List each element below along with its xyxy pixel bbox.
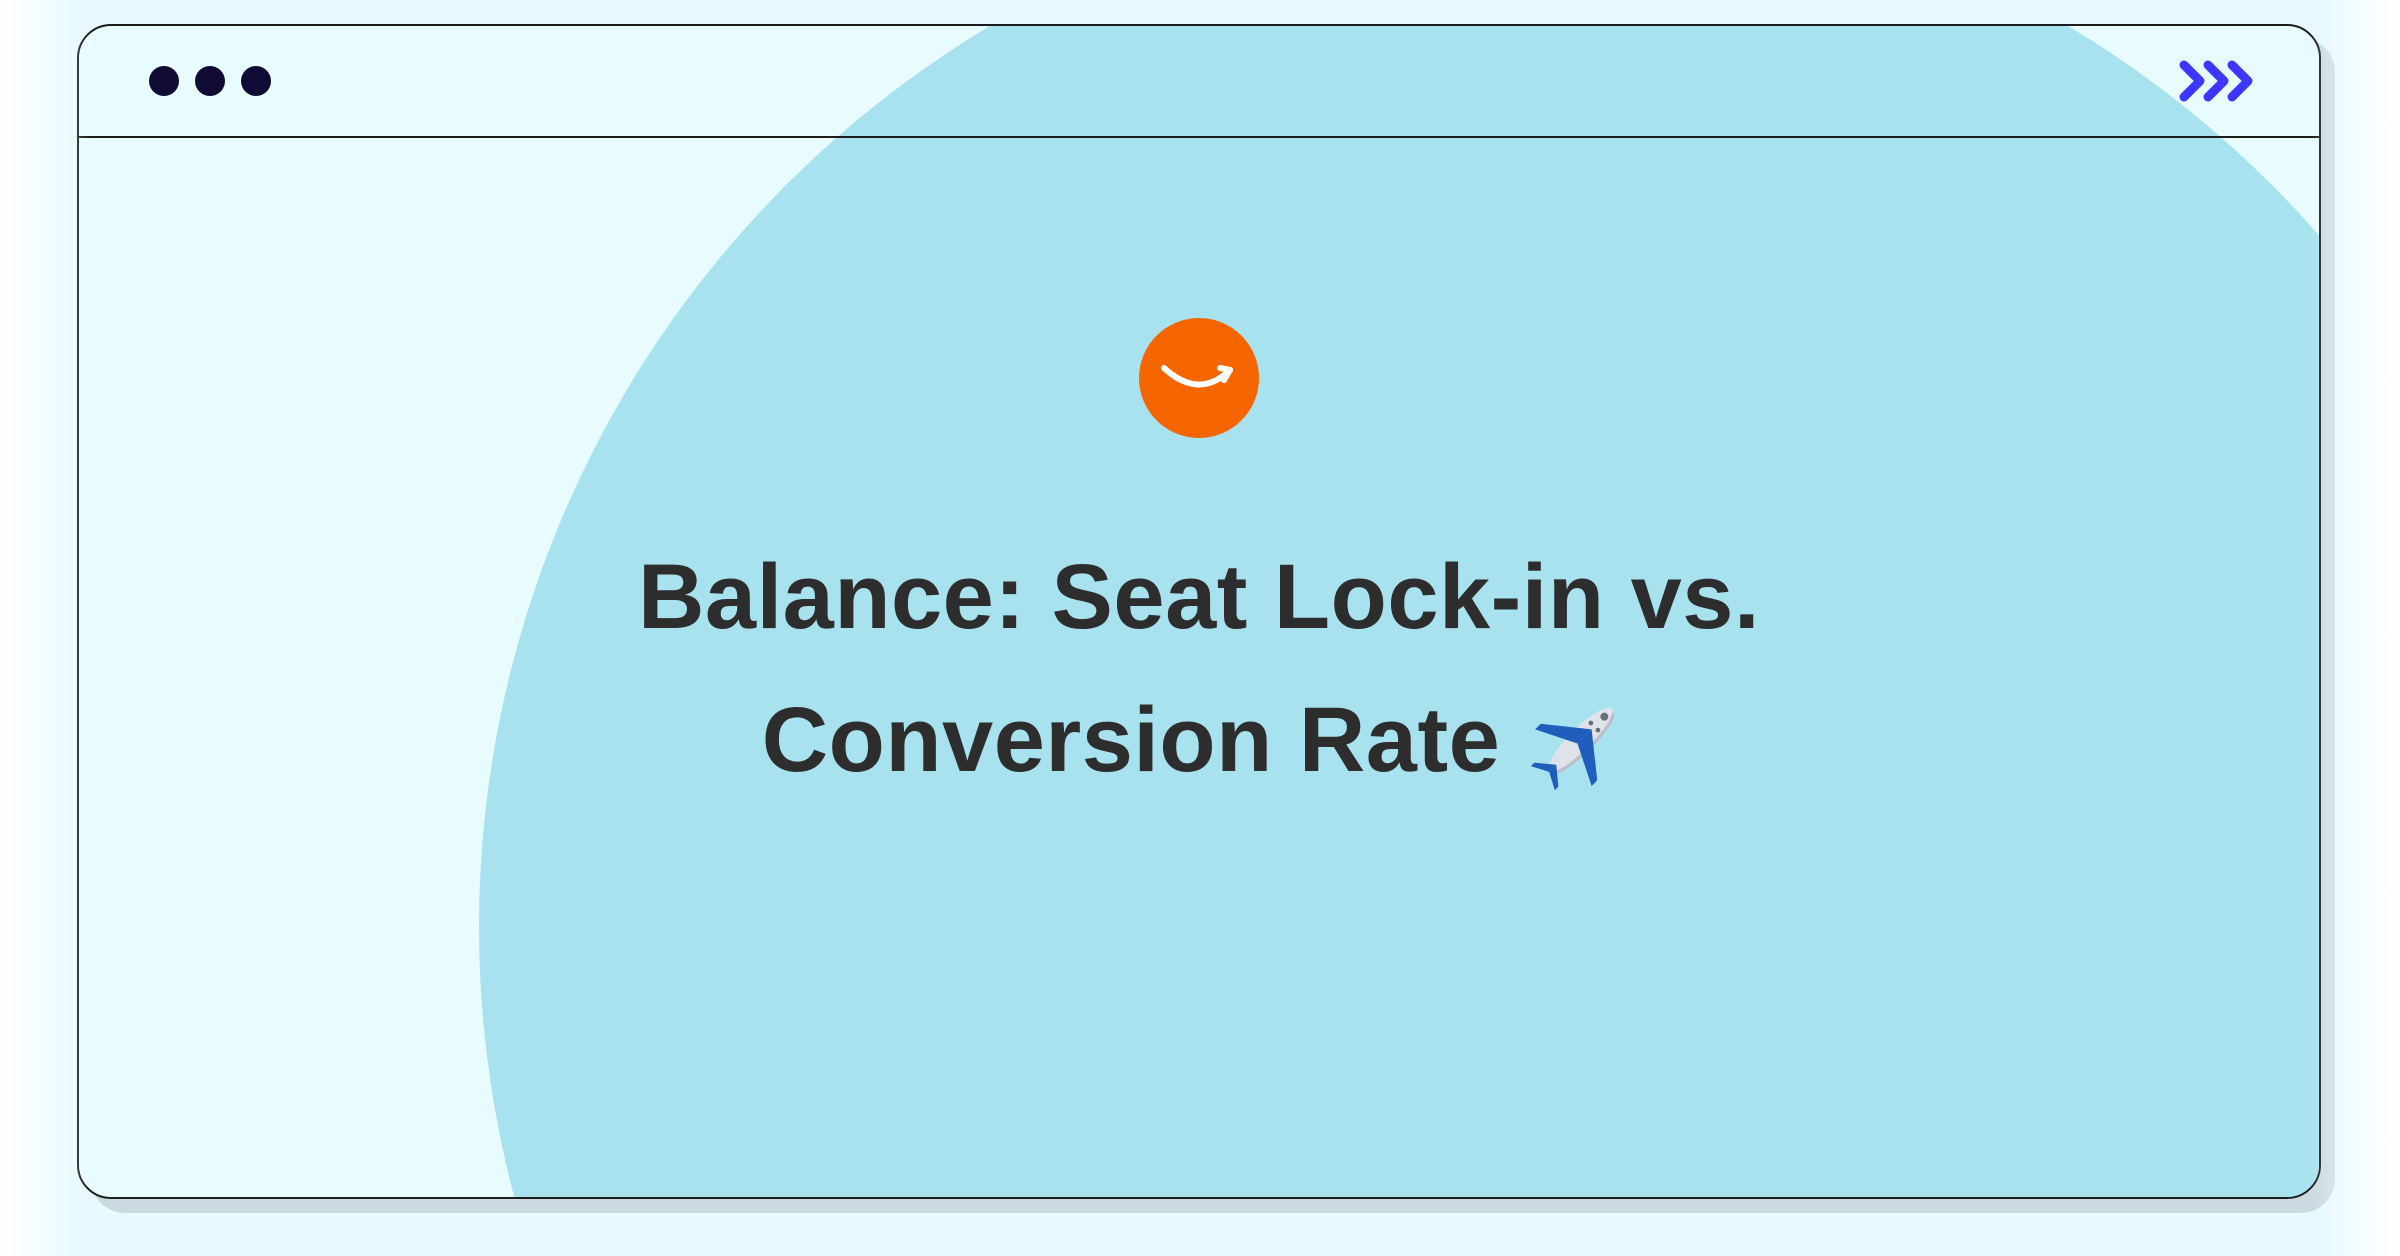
window-dot (241, 66, 271, 96)
window-dot (149, 66, 179, 96)
window-dot (195, 66, 225, 96)
headline-line-1: Balance: Seat Lock-in vs. (638, 526, 1760, 669)
browser-card: Balance: Seat Lock-in vs. Conversion Rat… (77, 24, 2321, 1199)
smile-arrow-icon (1158, 358, 1240, 398)
window-dots (149, 66, 271, 96)
logo-badge (1139, 318, 1259, 438)
headline-line-2: Conversion Rate (762, 669, 1501, 812)
headline: Balance: Seat Lock-in vs. Conversion Rat… (638, 526, 1760, 811)
airplane-icon (1526, 685, 1636, 795)
forward-chevrons-icon (2178, 59, 2264, 103)
browser-topbar (79, 26, 2319, 138)
card-content: Balance: Seat Lock-in vs. Conversion Rat… (79, 176, 2319, 1197)
stage: Balance: Seat Lock-in vs. Conversion Rat… (0, 0, 2400, 1256)
